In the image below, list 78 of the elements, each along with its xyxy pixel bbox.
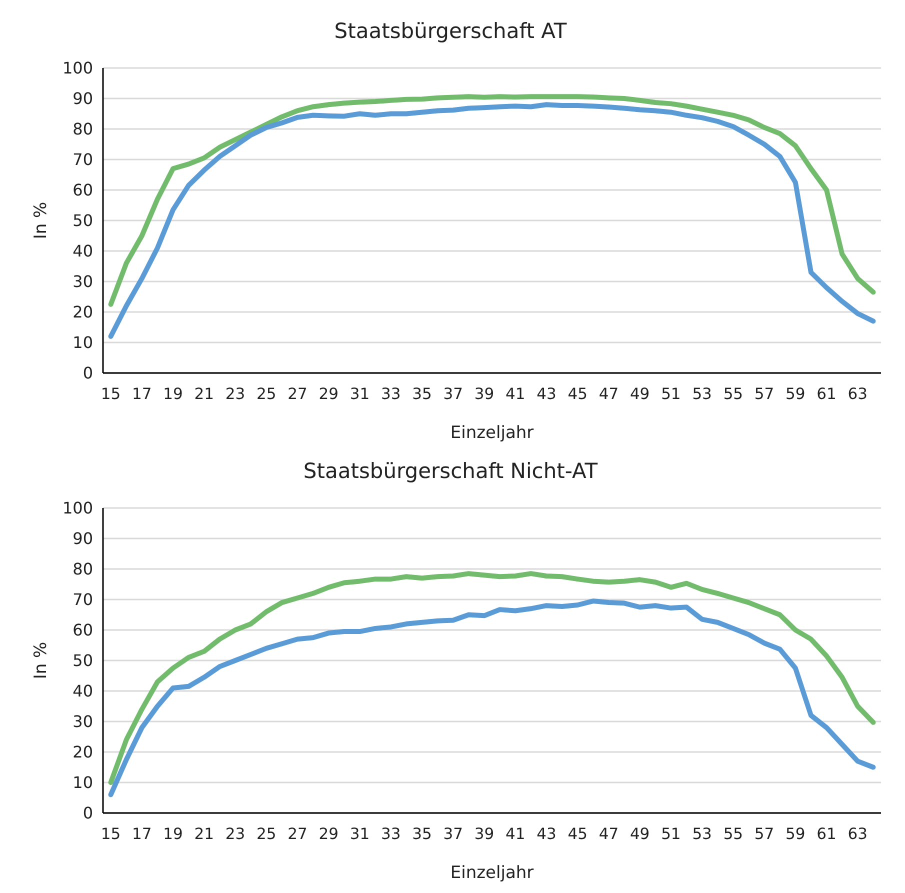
- y-tick-label: 20: [72, 302, 93, 322]
- y-tick-label: 100: [62, 498, 93, 518]
- x-axis-title: Einzeljahr: [450, 863, 534, 883]
- y-tick-label: 0: [82, 364, 93, 383]
- y-tick-label: 30: [72, 712, 93, 732]
- x-tick-label: 29: [318, 825, 338, 843]
- x-tick-label: 55: [723, 825, 744, 843]
- x-tick-label: 41: [505, 825, 526, 843]
- chart-title: Staatsbürgerschaft AT: [334, 19, 567, 43]
- x-tick-label: 25: [256, 385, 276, 403]
- x-tick-label: 43: [536, 825, 556, 843]
- x-tick-label: 31: [350, 825, 370, 843]
- x-tick-label: 23: [225, 825, 246, 843]
- x-tick-label: 39: [474, 385, 494, 403]
- x-tick-label: 57: [754, 385, 774, 403]
- y-tick-label: 90: [72, 89, 93, 108]
- y-axis-title: In %: [31, 202, 51, 240]
- x-tick-label: 33: [380, 825, 401, 843]
- x-tick-label: 61: [816, 385, 836, 403]
- y-axis-title: In %: [31, 642, 51, 680]
- x-tick-label: 39: [474, 825, 494, 843]
- x-tick-label: 51: [661, 825, 681, 843]
- y-tick-label: 70: [72, 150, 93, 170]
- y-tick-label: 20: [72, 742, 93, 762]
- x-tick-label: 47: [598, 825, 619, 843]
- x-tick-label: 53: [692, 385, 712, 403]
- x-tick-label: 49: [630, 385, 650, 403]
- x-axis-title: Einzeljahr: [450, 423, 534, 443]
- x-tick-label: 53: [692, 825, 712, 843]
- y-tick-label: 60: [72, 180, 93, 200]
- x-tick-label: 61: [816, 825, 836, 843]
- x-tick-label: 27: [288, 825, 308, 843]
- x-tick-label: 19: [163, 385, 183, 403]
- y-tick-label: 50: [72, 651, 93, 670]
- x-tick-label: 15: [100, 385, 121, 403]
- x-tick-label: 35: [412, 385, 432, 403]
- x-tick-label: 33: [380, 385, 401, 403]
- y-tick-label: 10: [72, 333, 93, 352]
- x-tick-label: 37: [443, 825, 463, 843]
- x-tick-label: 45: [568, 385, 588, 403]
- y-tick-label: 90: [72, 529, 93, 548]
- x-tick-label: 59: [786, 385, 806, 403]
- x-tick-label: 25: [256, 825, 276, 843]
- y-tick-label: 70: [72, 590, 93, 610]
- x-tick-label: 29: [318, 385, 338, 403]
- x-tick-label: 55: [723, 385, 744, 403]
- x-tick-label: 35: [412, 825, 432, 843]
- y-tick-label: 80: [72, 560, 93, 579]
- x-tick-label: 21: [194, 385, 214, 403]
- x-tick-label: 57: [754, 825, 774, 843]
- y-tick-label: 100: [62, 58, 93, 78]
- x-tick-label: 47: [598, 385, 619, 403]
- x-tick-label: 21: [194, 825, 214, 843]
- x-tick-label: 31: [350, 385, 370, 403]
- y-tick-label: 30: [72, 272, 93, 292]
- x-tick-label: 15: [100, 825, 121, 843]
- y-tick-label: 40: [72, 242, 93, 261]
- x-tick-label: 17: [132, 825, 152, 843]
- chart-title: Staatsbürgerschaft Nicht-AT: [303, 459, 598, 483]
- x-tick-label: 19: [163, 825, 183, 843]
- x-tick-label: 23: [225, 385, 246, 403]
- x-tick-label: 45: [568, 825, 588, 843]
- y-tick-label: 40: [72, 682, 93, 701]
- y-tick-label: 0: [82, 804, 93, 823]
- x-tick-label: 63: [848, 385, 868, 403]
- x-tick-label: 59: [786, 825, 806, 843]
- x-tick-label: 37: [443, 385, 463, 403]
- x-tick-label: 41: [505, 385, 526, 403]
- y-tick-label: 50: [72, 211, 93, 230]
- x-tick-label: 49: [630, 825, 650, 843]
- x-tick-label: 17: [132, 385, 152, 403]
- x-tick-label: 63: [848, 825, 868, 843]
- x-tick-label: 27: [288, 385, 308, 403]
- x-tick-label: 51: [661, 385, 681, 403]
- y-tick-label: 60: [72, 620, 93, 640]
- y-tick-label: 80: [72, 120, 93, 139]
- x-tick-label: 43: [536, 385, 556, 403]
- y-tick-label: 10: [72, 773, 93, 792]
